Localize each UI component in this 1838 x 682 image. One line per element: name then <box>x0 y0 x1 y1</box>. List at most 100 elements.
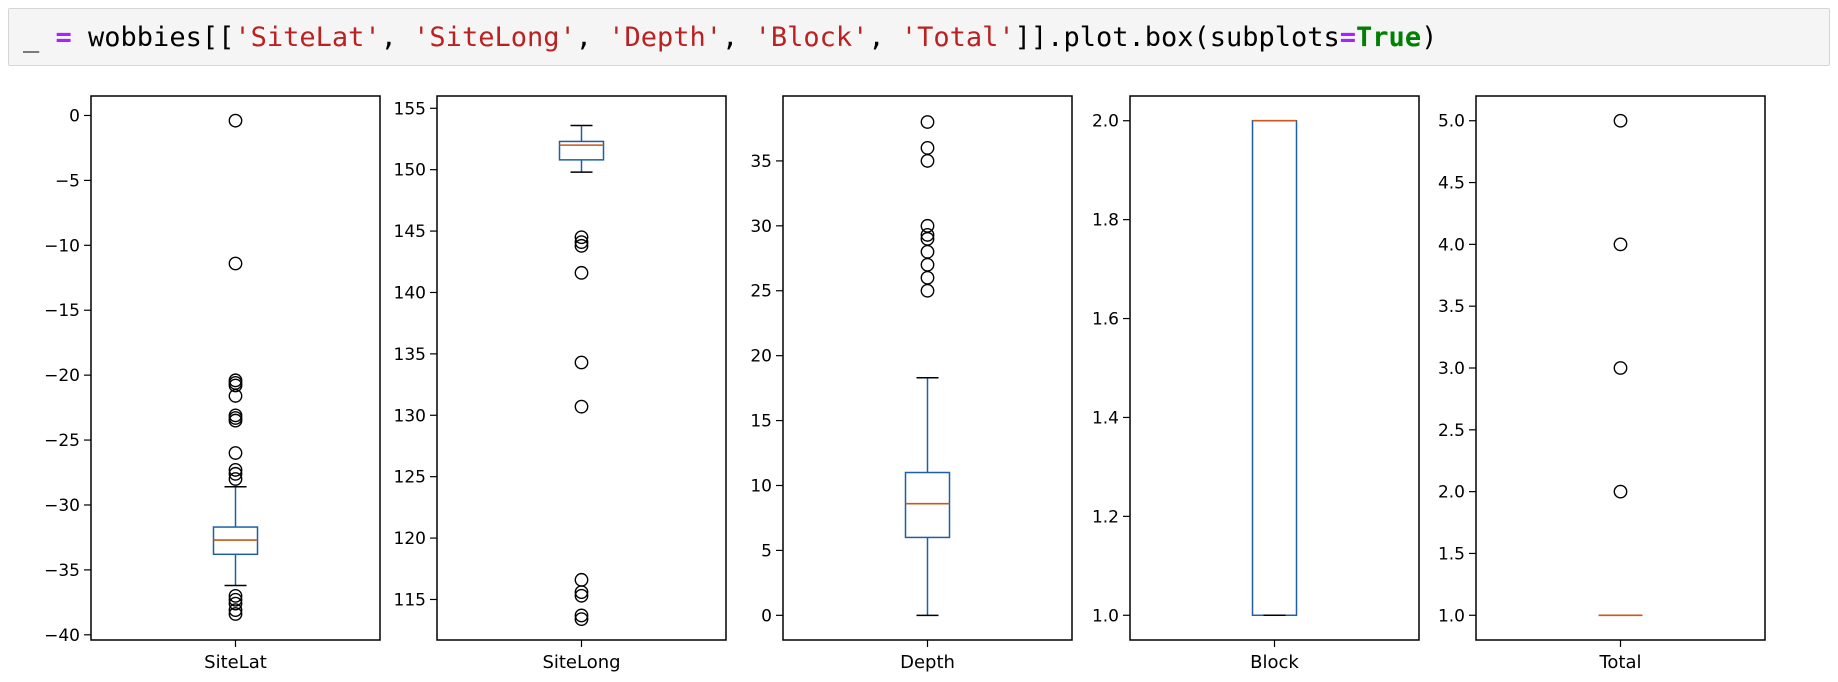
y-tick-label: 4.5 <box>1438 174 1465 194</box>
y-tick-label: 140 <box>394 283 426 303</box>
outlier-point <box>228 378 243 393</box>
y-tick-label: 130 <box>394 406 426 426</box>
code-token: , <box>380 22 414 53</box>
outlier-point <box>574 608 589 623</box>
code-token: 'Block' <box>754 22 869 53</box>
x-tick-label: SiteLat <box>204 652 267 673</box>
outlier-point <box>228 411 243 425</box>
outlier-point <box>228 389 243 403</box>
outlier-point <box>920 228 935 242</box>
code-token: = <box>55 22 72 53</box>
y-tick-label: 20 <box>750 347 772 367</box>
y-tick-label: −15 <box>44 301 80 321</box>
y-tick-label: 2.0 <box>1092 112 1119 132</box>
code-token: , <box>868 22 901 53</box>
y-tick-label: 145 <box>394 222 426 242</box>
code-token: , <box>722 22 755 53</box>
y-tick-label: 3.0 <box>1438 359 1465 379</box>
y-tick-label: −20 <box>44 366 80 386</box>
outlier-point <box>920 244 935 259</box>
y-tick-label: 5 <box>761 541 772 561</box>
code-token: 'Depth' <box>608 22 723 53</box>
axes-frame <box>436 95 727 641</box>
axes-frame <box>1129 95 1420 641</box>
y-tick-label: 155 <box>394 99 426 119</box>
outlier-point <box>920 257 935 272</box>
code-token: ) <box>1421 22 1438 53</box>
y-tick-label: 1.0 <box>1092 606 1119 626</box>
outlier-point <box>228 256 243 271</box>
outlier-point <box>574 399 589 414</box>
outlier-point <box>228 463 243 477</box>
y-tick-label: 0 <box>69 106 80 126</box>
y-tick-label: 5.0 <box>1438 112 1465 132</box>
boxplot-figure: 0 −5 −10 −15 −20 −25 −30 −35 −40 SiteLat 115 120 125… <box>44 95 1766 673</box>
y-tick-label: −10 <box>44 236 80 256</box>
outlier-point <box>920 283 935 298</box>
y-tick-label: 2.0 <box>1438 483 1465 503</box>
code-token: , <box>575 22 609 53</box>
outlier-point <box>574 355 589 370</box>
outlier-point <box>920 115 935 129</box>
x-tick-label: Depth <box>900 652 955 673</box>
axes-frame <box>782 95 1073 641</box>
outlier-point <box>228 113 243 128</box>
outlier-point <box>228 592 243 607</box>
y-tick-label: 1.5 <box>1438 544 1465 564</box>
code-token: 'SiteLat' <box>234 22 381 53</box>
y-tick-label: 4.0 <box>1438 235 1465 255</box>
outlier-point <box>920 141 935 155</box>
y-tick-label: 3.5 <box>1438 297 1465 317</box>
outlier-point <box>1613 113 1628 128</box>
outlier-point <box>574 588 589 603</box>
outlier-point <box>574 612 589 627</box>
outlier-point <box>574 585 589 600</box>
outlier-point <box>228 472 243 486</box>
axes-frame <box>90 95 381 641</box>
outlier-point <box>574 235 589 250</box>
y-tick-label: −30 <box>44 496 80 516</box>
y-tick-label: 1.8 <box>1092 211 1119 231</box>
x-tick-label: Block <box>1250 652 1299 673</box>
y-tick-label: 2.5 <box>1438 421 1465 441</box>
y-tick-label: 25 <box>750 282 772 302</box>
outlier-point <box>228 603 243 618</box>
outlier-point <box>574 230 589 245</box>
y-tick-label: −5 <box>55 171 80 191</box>
outlier-point <box>1613 237 1628 252</box>
outlier-point <box>228 413 243 428</box>
code-token: wobbies[[ <box>71 22 235 53</box>
code-token: True <box>1356 22 1422 53</box>
code-cell[interactable]: _ = wobbies[['SiteLat', 'SiteLong', 'Dep… <box>8 8 1830 66</box>
outlier-point <box>228 446 243 460</box>
outlier-point <box>574 572 589 587</box>
y-tick-label: 15 <box>750 412 772 432</box>
y-tick-label: 1.4 <box>1092 408 1119 428</box>
sitelong-box <box>558 140 605 161</box>
y-tick-label: 10 <box>750 476 772 496</box>
outlier-point <box>1613 484 1628 499</box>
y-tick-label: 0 <box>761 606 772 626</box>
block-box <box>1251 119 1298 617</box>
outlier-point <box>920 270 935 285</box>
outlier-point <box>228 588 243 603</box>
y-tick-label: 30 <box>750 217 772 237</box>
code-token: _ <box>23 22 56 53</box>
axes-frame <box>1475 95 1766 641</box>
y-tick-label: −40 <box>44 626 80 646</box>
outlier-point <box>228 466 243 481</box>
y-tick-label: 150 <box>394 161 426 181</box>
x-tick-label: Total <box>1598 652 1641 673</box>
y-tick-label: −25 <box>44 431 80 451</box>
code-token: 'SiteLong' <box>413 22 576 53</box>
outlier-point <box>574 238 589 253</box>
outlier-point <box>1613 361 1628 375</box>
y-tick-label: 135 <box>394 345 426 365</box>
outlier-point <box>920 154 935 168</box>
outlier-point <box>228 607 243 621</box>
outlier-point <box>228 376 243 390</box>
code-token: 'Total' <box>900 22 1015 53</box>
y-tick-label: 1.0 <box>1438 606 1465 626</box>
x-tick-label: SiteLong <box>542 652 620 673</box>
y-tick-label: 125 <box>394 468 426 488</box>
